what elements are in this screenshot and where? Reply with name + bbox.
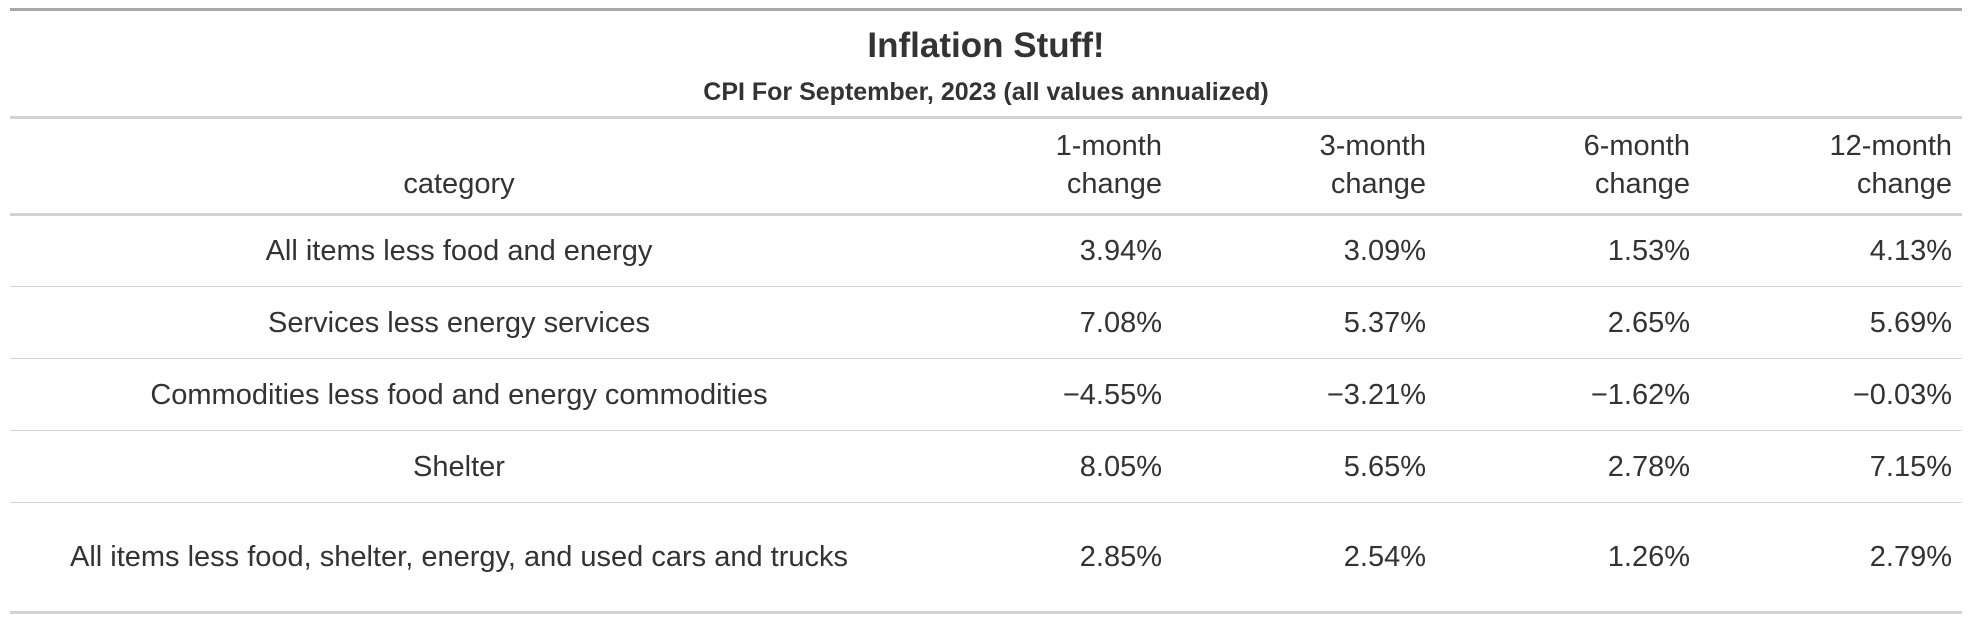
table-body: All items less food and energy 3.94% 3.0… xyxy=(10,215,1963,613)
value-cell-6-month: 1.53% xyxy=(1607,235,1690,267)
value-cell-6-month: 2.78% xyxy=(1436,430,1700,503)
value-cell-3-month: 2.54% xyxy=(1172,502,1436,613)
table-row: All items less food, shelter, energy, an… xyxy=(10,502,1963,613)
title-row: Inflation Stuff! CPI For September, 2023… xyxy=(10,9,1963,119)
table-row: Commodities less food and energy commodi… xyxy=(10,358,1963,431)
value-cell-1-month: 3.94% xyxy=(1079,235,1162,267)
value-cell-12-month: 2.79% xyxy=(1700,502,1963,613)
column-header-6-month: 6-month change xyxy=(1436,117,1700,216)
table-title: Inflation Stuff! xyxy=(867,26,1105,65)
cpi-table: Inflation Stuff! CPI For September, 2023… xyxy=(10,8,1963,614)
cpi-table-container: Inflation Stuff! CPI For September, 2023… xyxy=(10,8,1963,614)
table-row: Shelter 8.05% 5.65% 2.78% 7.15% xyxy=(10,430,1963,503)
value-cell-3-month: 5.37% xyxy=(1172,286,1436,359)
value-cell-3-month: 3.09% xyxy=(1343,235,1426,267)
value-cell-3-month: −3.21% xyxy=(1172,358,1436,431)
value-cell-6-month: 1.26% xyxy=(1436,502,1700,613)
value-cell-6-month: 2.65% xyxy=(1436,286,1700,359)
column-header-12-month: 12-month change xyxy=(1700,117,1963,216)
table-row: Services less energy services 7.08% 5.37… xyxy=(10,286,1963,359)
value-cell-1-month: 8.05% xyxy=(908,430,1172,503)
value-cell-12-month: 7.15% xyxy=(1700,430,1963,503)
title-cell: Inflation Stuff! CPI For September, 2023… xyxy=(10,9,1963,119)
value-cell-1-month: −4.55% xyxy=(908,358,1172,431)
table-row: All items less food and energy 3.94% 3.0… xyxy=(10,215,1962,287)
value-cell-12-month: 5.69% xyxy=(1700,286,1963,359)
category-cell: Commodities less food and energy commodi… xyxy=(10,358,908,431)
column-header-row: category 1-month change 3-month change 6-m… xyxy=(10,117,1963,216)
table-subtitle: CPI For September, 2023 (all values annu… xyxy=(703,78,1269,106)
value-cell-1-month: 2.85% xyxy=(908,502,1172,613)
value-cell-1-month: 7.08% xyxy=(908,286,1172,359)
value-cell-12-month: 4.13% xyxy=(1869,235,1953,267)
category-cell: All items less food, shelter, energy, an… xyxy=(10,502,908,613)
category-cell: Shelter xyxy=(10,430,908,503)
value-cell-12-month: −0.03% xyxy=(1700,358,1963,431)
column-header-3-month: 3-month change xyxy=(1172,117,1436,216)
category-cell: Services less energy services xyxy=(10,286,908,359)
category-cell: All items less food and energy xyxy=(265,235,653,267)
value-cell-3-month: 5.65% xyxy=(1172,430,1436,503)
table-header: Inflation Stuff! CPI For September, 2023… xyxy=(10,9,1963,216)
column-header-1-month: 1-month change xyxy=(908,117,1172,216)
value-cell-6-month: −1.62% xyxy=(1436,358,1700,431)
column-header-category: category xyxy=(10,117,908,216)
